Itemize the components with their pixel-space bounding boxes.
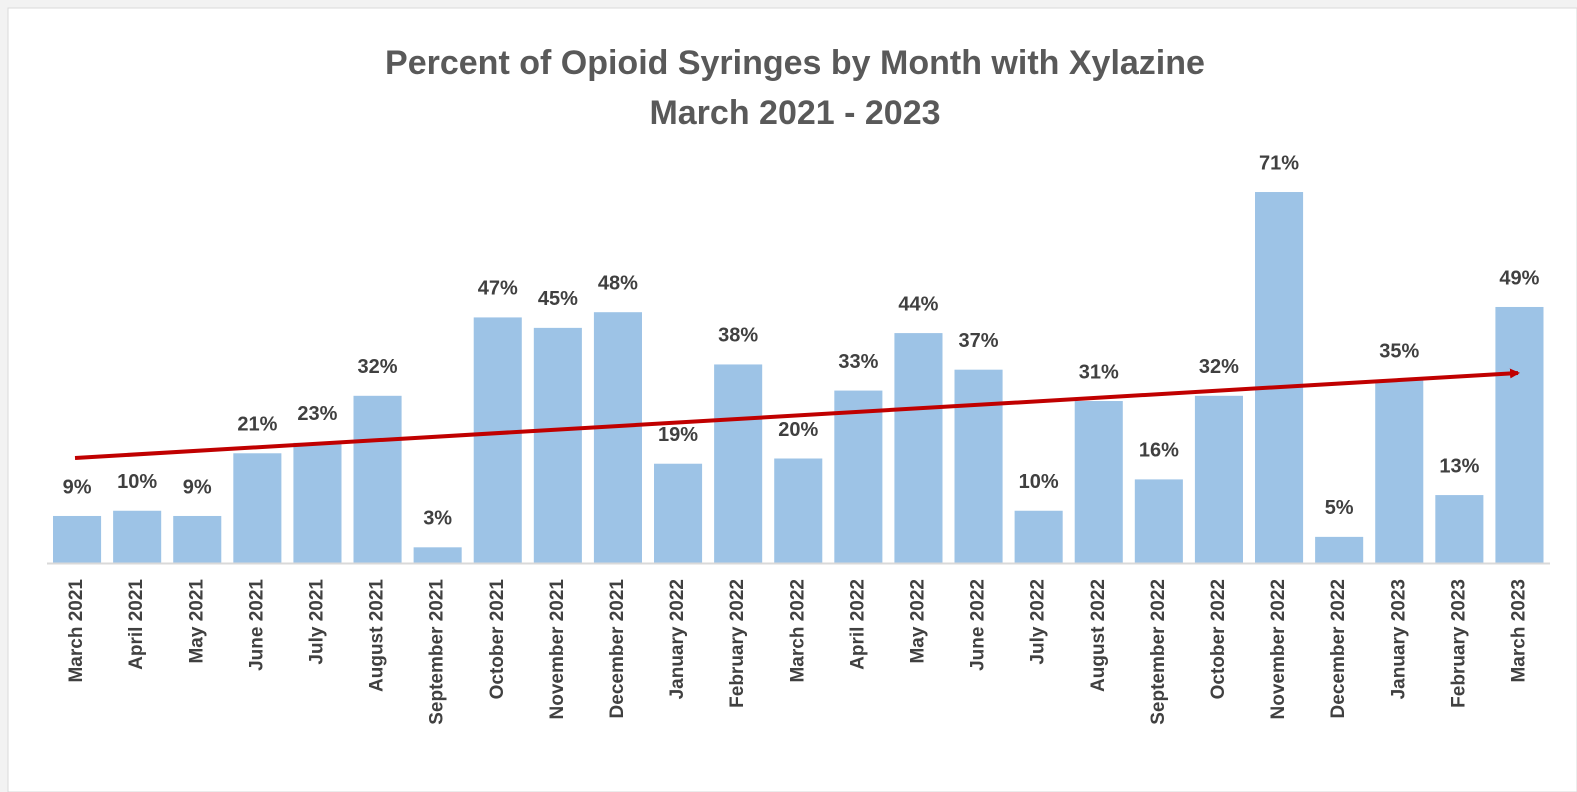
bar	[834, 390, 883, 563]
bar	[954, 369, 1003, 563]
chart-area	[7, 7, 1577, 792]
data-label: 31%	[1079, 361, 1119, 383]
x-tick-label: August 2022	[1088, 579, 1109, 692]
bar	[53, 515, 102, 563]
x-tick-label: June 2022	[968, 579, 989, 671]
x-tick-label: May 2021	[186, 579, 207, 664]
bar	[233, 453, 282, 563]
data-label: 16%	[1139, 440, 1179, 462]
x-tick-label: January 2022	[667, 579, 688, 699]
data-label: 9%	[183, 476, 212, 498]
bar	[1014, 510, 1063, 563]
data-label: 32%	[1199, 356, 1239, 378]
bar	[473, 317, 522, 563]
x-tick-label: October 2022	[1208, 579, 1229, 699]
bar	[413, 547, 462, 563]
x-tick-label: September 2022	[1148, 579, 1169, 725]
x-tick-label: March 2022	[787, 579, 808, 683]
x-tick-label: February 2023	[1448, 579, 1469, 708]
x-tick-label: August 2021	[367, 579, 388, 692]
bar	[173, 515, 222, 563]
x-tick-label: February 2022	[727, 579, 748, 708]
data-label: 9%	[63, 476, 92, 498]
bar	[1375, 380, 1424, 563]
data-label: 20%	[778, 419, 818, 441]
data-label: 3%	[423, 508, 452, 530]
bar	[533, 327, 582, 563]
bar	[1134, 479, 1183, 563]
bar	[1194, 395, 1243, 563]
data-label: 71%	[1259, 152, 1299, 174]
data-label: 32%	[358, 356, 398, 378]
bar	[714, 364, 763, 563]
data-label: 47%	[478, 278, 518, 300]
x-tick-label: November 2022	[1268, 579, 1289, 719]
x-tick-label: December 2021	[607, 579, 628, 719]
data-label: 48%	[598, 272, 638, 294]
x-tick-label: November 2021	[547, 579, 568, 720]
x-tick-label: April 2021	[126, 579, 147, 670]
data-label: 21%	[237, 414, 277, 436]
data-label: 49%	[1499, 267, 1539, 289]
data-label: 33%	[838, 351, 878, 373]
bar	[894, 333, 943, 563]
data-label: 10%	[1019, 471, 1059, 493]
chart-subtitle: March 2021 - 2023	[649, 94, 940, 132]
x-tick-label: May 2022	[907, 579, 928, 664]
x-tick-label: September 2021	[427, 579, 448, 725]
data-label: 23%	[297, 403, 337, 425]
x-tick-label: March 2021	[66, 579, 87, 683]
x-tick-label: March 2023	[1508, 579, 1529, 683]
data-label: 44%	[898, 293, 938, 315]
data-label: 35%	[1379, 340, 1419, 362]
bar	[1495, 306, 1544, 563]
bar	[353, 395, 402, 563]
chart-title: Percent of Opioid Syringes by Month with…	[385, 44, 1205, 82]
data-label: 45%	[538, 288, 578, 310]
x-tick-label: October 2021	[487, 579, 508, 700]
bar	[1315, 536, 1364, 563]
data-label: 19%	[658, 424, 698, 446]
bar	[654, 463, 703, 563]
bar	[1074, 401, 1123, 563]
bar	[774, 458, 823, 563]
x-tick-label: July 2021	[306, 579, 327, 665]
trend-arrow	[74, 368, 1520, 460]
data-label: 38%	[718, 325, 758, 347]
x-tick-label: December 2022	[1328, 579, 1349, 718]
data-label: 37%	[959, 330, 999, 352]
x-tick-label: January 2023	[1388, 579, 1409, 699]
x-tick-label: July 2022	[1028, 579, 1049, 665]
x-tick-label: April 2022	[847, 579, 868, 670]
data-label: 5%	[1325, 497, 1354, 519]
x-tick-label: June 2021	[246, 579, 267, 671]
bar	[1255, 192, 1304, 563]
bar	[113, 510, 162, 563]
data-label: 13%	[1439, 455, 1479, 477]
bar	[1435, 495, 1484, 563]
data-label: 10%	[117, 471, 157, 493]
bar	[293, 442, 342, 563]
bar	[593, 312, 642, 563]
